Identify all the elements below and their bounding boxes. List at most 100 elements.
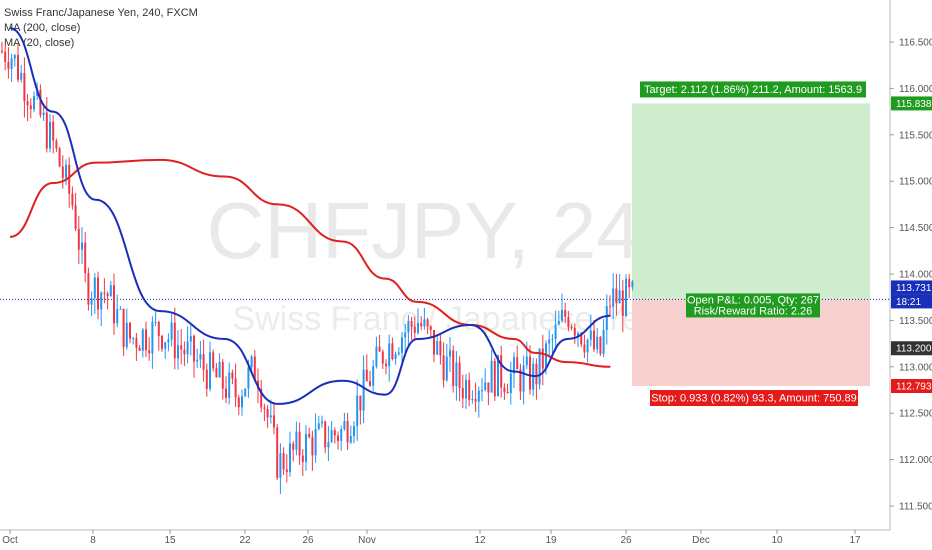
time-tick-label: 8 <box>90 535 96 546</box>
candle-body <box>1 51 3 53</box>
candle-body <box>506 391 509 394</box>
candle-body <box>509 373 512 394</box>
last-price-tag: 113.731 <box>896 283 932 294</box>
candle-body <box>369 381 371 386</box>
time-tick-label: Oct <box>2 535 18 546</box>
candle-body <box>346 420 349 443</box>
candle-body <box>375 346 378 367</box>
target-price-tag-bg <box>891 96 932 111</box>
price-tick-label: 116.500 <box>899 38 932 49</box>
candle-body <box>381 351 384 364</box>
time-tick-label: 15 <box>164 535 176 546</box>
stop-label-box <box>650 390 858 407</box>
candle-body <box>561 310 563 321</box>
candle-body <box>109 285 112 297</box>
candle-body <box>266 408 269 418</box>
candle-body <box>116 309 119 324</box>
candle-body <box>490 360 493 393</box>
candle-body <box>125 322 128 348</box>
candle-body <box>420 323 423 327</box>
target-label-text: Target: 2.112 (1.86%) 211.2, Amount: 156… <box>644 84 862 96</box>
candle-body <box>554 324 557 339</box>
candle-body <box>583 344 586 353</box>
price-tick-label: 113.000 <box>899 362 932 373</box>
candle-body <box>39 89 42 116</box>
time-tick-label: Nov <box>358 535 376 546</box>
candle-body <box>26 101 29 106</box>
candle-body <box>154 321 157 323</box>
candle-body <box>535 363 538 385</box>
candle-body <box>276 427 279 478</box>
stop-label-text: Stop: 0.933 (0.82%) 93.3, Amount: 750.89 <box>651 393 856 405</box>
candle-body <box>4 51 7 62</box>
candle-body <box>365 369 368 382</box>
candle-body <box>330 430 333 443</box>
candle-body <box>282 453 285 470</box>
candle-body <box>500 355 503 388</box>
candle-body <box>244 388 247 397</box>
candle-body <box>250 356 253 368</box>
candle-body <box>212 352 215 369</box>
price-tick-label: 111.500 <box>899 502 932 513</box>
watermark-name: Swiss Franc / Japanese Yen <box>232 300 659 338</box>
candle-body <box>199 354 202 360</box>
candle-body <box>596 336 599 350</box>
candle-body <box>394 354 397 360</box>
candle-body <box>71 193 74 206</box>
candle-body <box>461 387 464 399</box>
candle-body <box>311 437 314 456</box>
candle-body <box>308 433 311 438</box>
chart-legend: Swiss Franc/Japanese Yen, 240, FXCM MA (… <box>4 6 198 51</box>
candle-body <box>74 205 77 229</box>
candle-body <box>119 308 122 310</box>
candle-body <box>628 278 631 288</box>
candle-body <box>356 395 359 427</box>
price-tick-label: 112.500 <box>899 409 932 420</box>
watermark-symbol: CHFJPY, 240 <box>207 186 686 275</box>
candle-body <box>52 121 55 141</box>
candle-body <box>167 339 170 343</box>
time-tick-label: 17 <box>849 535 861 546</box>
candle-body <box>625 278 627 316</box>
candle-body <box>445 356 448 381</box>
candle-body <box>295 431 298 450</box>
candle-body <box>378 346 381 352</box>
candle-body <box>353 426 355 436</box>
candle-body <box>301 455 304 463</box>
candle-body <box>631 281 634 288</box>
candle-body <box>522 365 525 392</box>
candle-body <box>129 322 131 339</box>
candle-body <box>599 336 602 354</box>
candle-body <box>180 345 183 350</box>
candle-body <box>285 469 288 473</box>
candle-body <box>426 319 429 327</box>
candle-body <box>468 379 471 400</box>
candle-body <box>77 228 80 250</box>
candle-body <box>388 343 391 367</box>
candle-body <box>413 326 416 333</box>
price-tick-label: 115.500 <box>899 130 932 141</box>
candle-body <box>573 327 576 336</box>
stop-price-tag-bg <box>891 379 932 394</box>
candle-body <box>503 387 506 392</box>
price-tick-label: 114.500 <box>899 223 932 234</box>
candle-body <box>541 348 544 369</box>
candle-body <box>241 396 243 408</box>
candle-body <box>61 166 64 178</box>
candle-body <box>263 407 266 409</box>
target-price-tag: 115.838 <box>896 99 932 110</box>
candle-body <box>551 338 554 340</box>
last-price-tag-bg <box>891 280 932 295</box>
candle-body <box>516 357 519 370</box>
candle-body <box>84 242 87 274</box>
price-tick-label: 114.000 <box>899 270 932 281</box>
candle-body <box>417 323 419 333</box>
candle-body <box>228 372 231 398</box>
ma200-price-tag: 113.200 <box>896 344 932 355</box>
target-label-box <box>640 81 866 98</box>
legend-ma200: MA (200, close) <box>4 22 81 34</box>
candle-body <box>58 148 61 167</box>
candle-body <box>452 350 455 387</box>
candle-body <box>148 350 151 354</box>
